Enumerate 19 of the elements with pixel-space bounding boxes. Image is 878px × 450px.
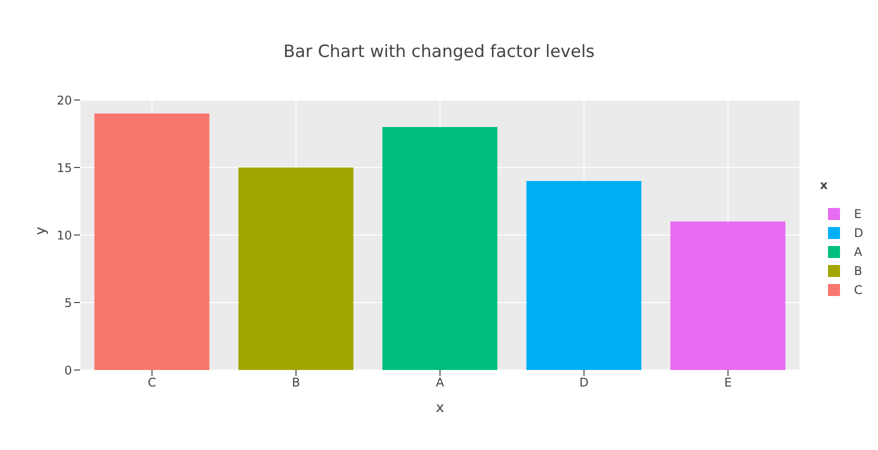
x-tick-label: E bbox=[724, 376, 732, 390]
y-axis-title: y bbox=[32, 226, 49, 235]
x-tick-label: B bbox=[292, 376, 300, 390]
legend-title: x bbox=[820, 178, 829, 192]
legend-label: E bbox=[854, 206, 862, 220]
x-tick-label: D bbox=[579, 376, 589, 390]
x-axis-title: x bbox=[436, 400, 444, 416]
legend-label: C bbox=[854, 282, 862, 296]
legend-label: D bbox=[854, 226, 864, 240]
y-tick-label: 0 bbox=[64, 363, 72, 378]
y-tick-label: 10 bbox=[56, 228, 72, 242]
y-tick-label: 5 bbox=[64, 296, 72, 310]
legend-label: B bbox=[854, 264, 862, 278]
x-tick-label: C bbox=[148, 376, 156, 390]
y-tick-label: 15 bbox=[56, 160, 72, 175]
chart-title: Bar Chart with changed factor levels bbox=[282, 42, 596, 62]
x-tick-label: A bbox=[436, 376, 445, 390]
y-tick-label: 20 bbox=[56, 93, 72, 108]
legend-label: A bbox=[854, 244, 862, 258]
